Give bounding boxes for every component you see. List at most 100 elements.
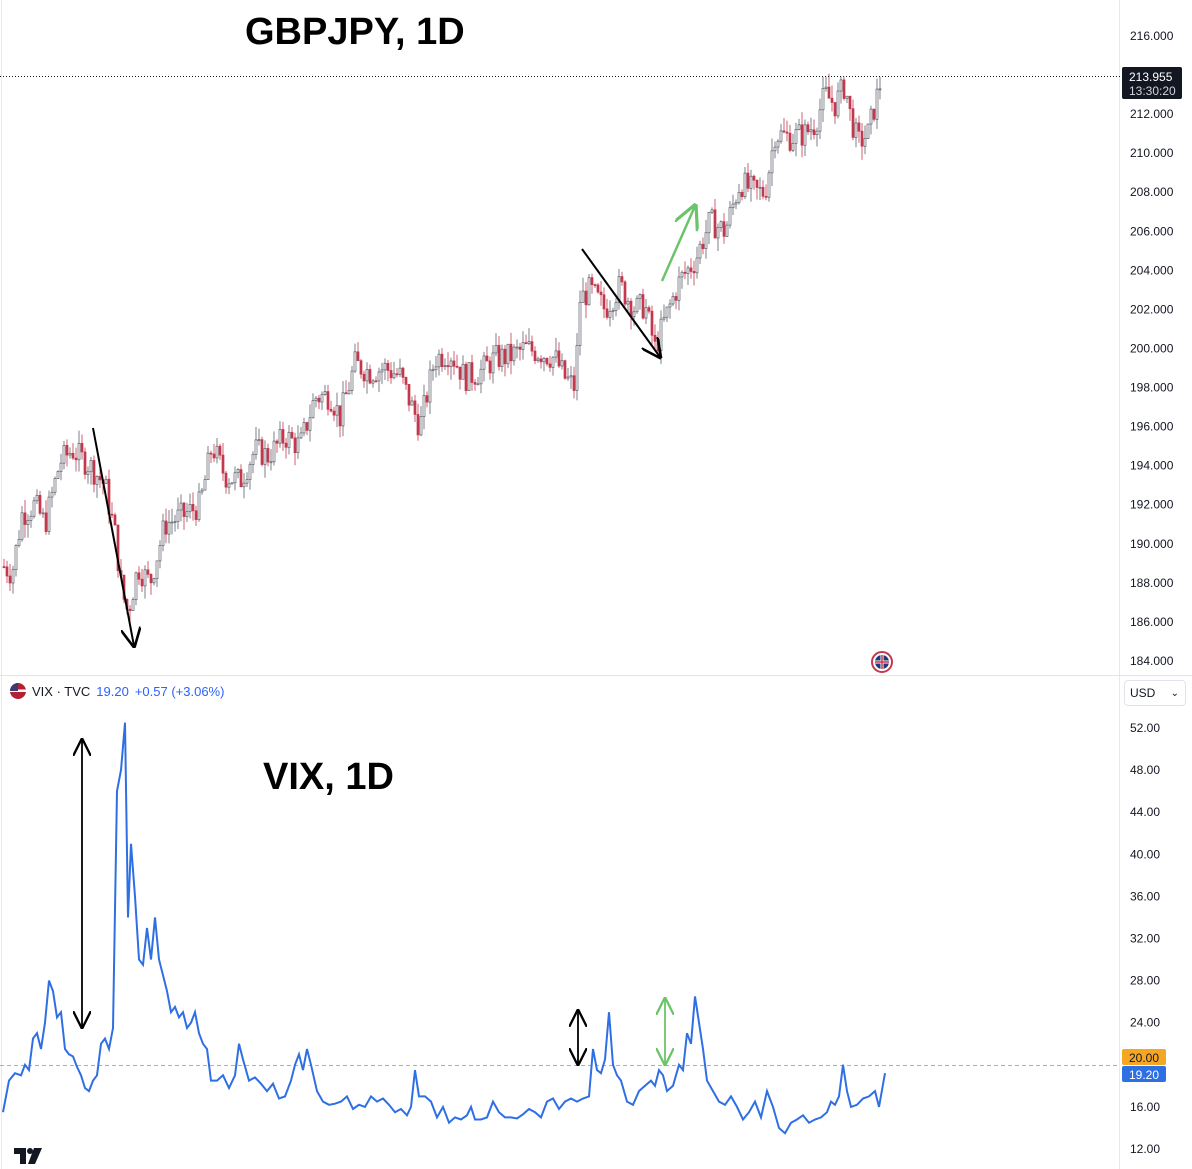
svg-text:20.00: 20.00 (1129, 1051, 1159, 1065)
candle (602, 287, 606, 319)
gbpjpy-tick-label: 204.000 (1130, 263, 1174, 277)
gbpjpy-tick-label: 186.000 (1130, 615, 1174, 629)
candle (710, 207, 714, 214)
vix-tick-label: 16.00 (1130, 1100, 1160, 1114)
candle (848, 95, 852, 121)
candle (200, 487, 204, 495)
candle (695, 246, 699, 279)
candle (629, 298, 633, 330)
candle (782, 118, 786, 134)
gbpjpy-tick-label: 210.000 (1130, 146, 1174, 160)
candle (662, 304, 666, 322)
candle (227, 478, 231, 495)
candle (518, 343, 522, 361)
vix-last-value: 19.20 (96, 683, 129, 699)
candle (566, 367, 570, 381)
candle (863, 125, 867, 155)
candle (776, 139, 780, 154)
candle (464, 361, 468, 395)
candle (254, 426, 258, 460)
candle (869, 105, 873, 135)
candle (734, 199, 738, 210)
candle (266, 443, 270, 467)
candle (815, 127, 819, 147)
candle (299, 426, 303, 440)
candle (545, 357, 549, 367)
candle (713, 198, 717, 239)
candle (308, 404, 312, 442)
vix-tick-label: 44.00 (1130, 805, 1160, 819)
candle (458, 366, 462, 390)
candle (425, 391, 429, 408)
candle (608, 300, 612, 327)
candle (89, 456, 93, 485)
candle (236, 468, 240, 479)
gbpjpy-tick-label: 190.000 (1130, 537, 1174, 551)
vix-last-badge: 19.20 (1122, 1066, 1166, 1082)
gbpjpy-tick-label: 208.000 (1130, 185, 1174, 199)
candle (326, 384, 330, 416)
candle (131, 597, 135, 611)
candle (806, 121, 810, 135)
candle (605, 298, 609, 320)
candle (62, 440, 66, 470)
candle (173, 514, 177, 532)
candle (824, 76, 828, 92)
candle (812, 119, 816, 140)
candle (320, 391, 324, 411)
candle (245, 472, 249, 487)
candle (242, 473, 246, 499)
candle (272, 431, 276, 466)
candle (587, 273, 591, 306)
candle (641, 288, 645, 320)
candle (800, 112, 804, 158)
candle (365, 362, 369, 394)
candle (188, 493, 192, 519)
candle (317, 394, 321, 410)
candle (467, 362, 471, 391)
candle (5, 560, 9, 583)
gbpjpy-tick-label: 202.000 (1130, 302, 1174, 316)
vix-tick-label: 12.00 (1130, 1142, 1160, 1156)
tradingview-logo-icon[interactable] (14, 1146, 46, 1166)
svg-text:13:30:20: 13:30:20 (1129, 84, 1176, 98)
candle (68, 447, 72, 459)
candle (32, 496, 36, 519)
candle (623, 280, 627, 307)
candle (698, 240, 702, 265)
currency-select[interactable]: USD ⌄ (1124, 680, 1186, 706)
candle (137, 566, 141, 585)
gbpjpy-tick-label: 206.000 (1130, 224, 1174, 238)
gbpjpy-tick-label: 196.000 (1130, 420, 1174, 434)
candle (44, 500, 48, 535)
vix-tick-label: 48.00 (1130, 763, 1160, 777)
candle (410, 396, 414, 406)
candle (110, 502, 114, 519)
candle (668, 299, 672, 319)
candle (653, 324, 657, 351)
candle (275, 439, 279, 453)
candle (779, 123, 783, 144)
vix-legend-header[interactable]: VIX · TVC 19.20 +0.57 (+3.06%) (10, 683, 224, 699)
candle (35, 489, 39, 504)
candle (593, 283, 597, 288)
candle (419, 406, 423, 437)
candle (596, 283, 600, 294)
candle (287, 425, 291, 455)
candle (731, 194, 735, 216)
vix-series-line (2, 722, 886, 1135)
candle (770, 138, 774, 187)
candle (455, 354, 459, 369)
candle (704, 219, 708, 259)
uk-flag-icon[interactable] (871, 651, 893, 673)
candle (599, 281, 603, 306)
us-flag-icon (10, 683, 26, 699)
candle (797, 118, 801, 131)
candle (71, 443, 75, 460)
candle (434, 355, 438, 378)
candle (527, 328, 531, 346)
candle (560, 353, 564, 370)
candle (143, 565, 147, 599)
candle (371, 378, 375, 388)
candle (584, 282, 588, 319)
